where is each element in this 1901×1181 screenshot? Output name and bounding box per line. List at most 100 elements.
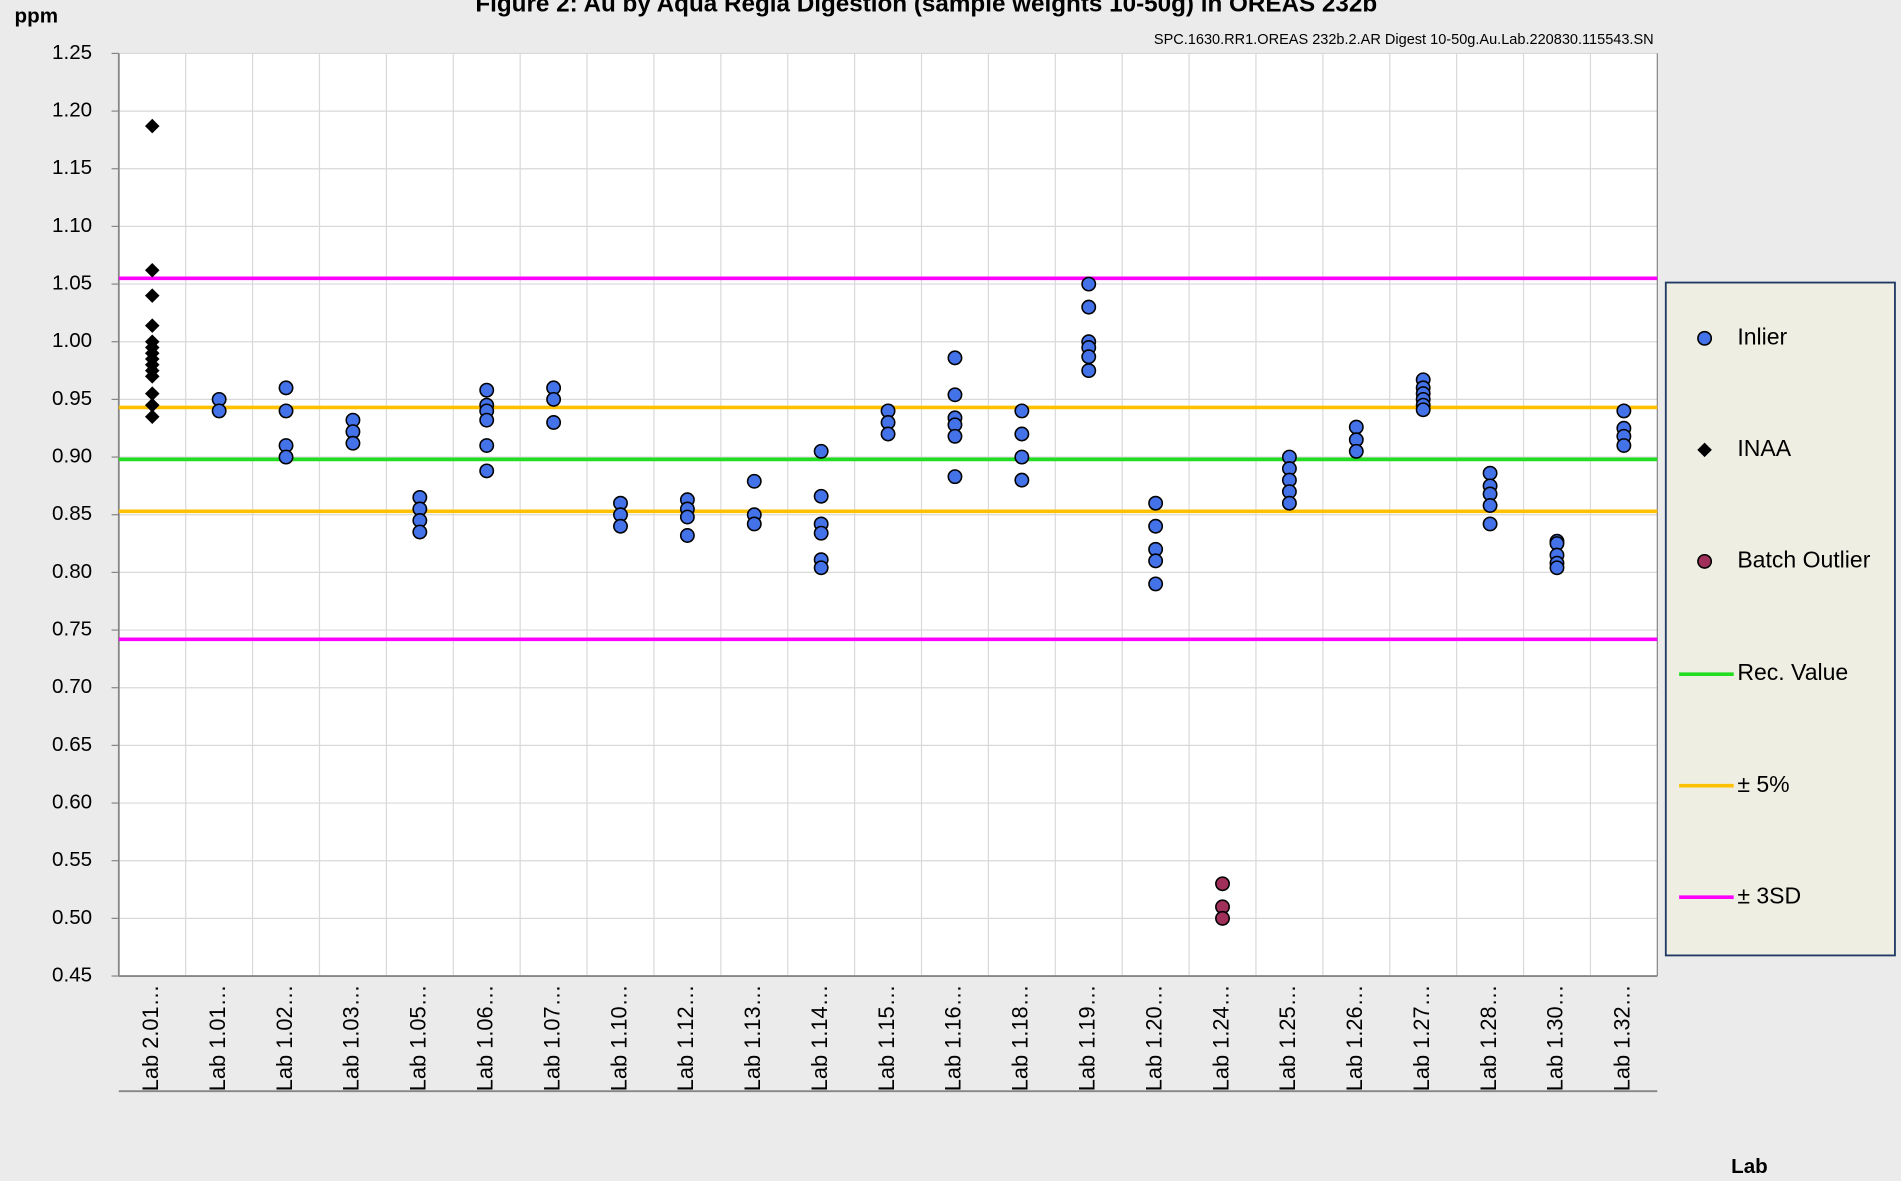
x-tick-label: Lab 1.10… [606,985,631,1092]
point [1482,465,1498,481]
legend-marker [1697,442,1712,458]
point [1482,498,1498,513]
point [947,387,963,403]
legend-label: Batch Outlier [1737,546,1870,572]
chart-subtitle: SPC.1630.RR1.OREAS 232b.2.AR Digest 10-5… [1154,32,1654,48]
y-tick-label: 0.75 [52,617,92,640]
point [813,560,829,576]
x-tick-label: Lab 1.12… [673,985,698,1092]
x-tick-label: Lab 1.06… [472,985,497,1092]
point [211,403,227,419]
x-tick-label: Lab 1.27… [1409,985,1434,1092]
legend-box [1664,281,1896,957]
point [813,488,829,504]
y-tick-label: 1.15 [52,156,92,179]
x-tick-label: Lab 1.02… [272,985,297,1092]
point [479,382,495,398]
point [947,469,963,485]
point [1348,419,1364,435]
legend-label: ± 5% [1737,771,1789,797]
x-tick-label: Lab 1.07… [539,985,564,1092]
point [813,525,829,541]
x-axis-label: Lab [1731,1155,1768,1178]
point [546,415,562,430]
point [1081,276,1097,292]
y-tick-label: 1.05 [52,272,92,295]
y-tick-label: 0.70 [52,675,92,698]
point [278,380,294,396]
y-axis-label: ppm [15,4,59,27]
x-tick-label: Lab 1.14… [807,985,832,1092]
point [746,473,762,489]
point [1081,363,1097,379]
x-tick-label: Lab 1.25… [1275,985,1300,1092]
x-tick-label: Lab 1.30… [1543,985,1568,1092]
y-tick-label: 0.55 [52,848,92,871]
point [1215,910,1230,926]
y-tick-label: 0.85 [52,502,92,525]
point [1215,876,1230,892]
point [1549,560,1565,576]
point [1014,472,1030,488]
point [345,435,361,451]
y-tick-label: 0.60 [52,790,92,813]
point [1148,553,1164,569]
legend-label: Rec. Value [1737,659,1848,685]
y-tick-label: 1.00 [52,329,92,352]
point [1014,426,1030,442]
x-tick-label: Lab 1.32… [1610,985,1635,1092]
x-tick-label: Lab 1.15… [874,985,899,1092]
point [1348,443,1364,459]
x-tick-label: Lab 1.13… [740,985,765,1092]
legend-marker [1697,330,1713,346]
point [1281,495,1297,511]
x-tick-label: Lab 1.19… [1075,985,1100,1092]
y-tick-label: 1.10 [52,214,92,237]
point [412,524,428,540]
x-tick-label: Lab 1.28… [1476,985,1501,1092]
point [1081,299,1097,315]
point [479,463,495,479]
point [1148,518,1164,534]
x-tick-label: Lab 1.26… [1342,985,1367,1092]
point [1148,495,1164,511]
x-tick-label: Lab 1.24… [1208,985,1233,1092]
y-tick-label: 0.50 [52,906,92,929]
x-tick-label: Lab 1.16… [941,985,966,1092]
point [679,528,695,543]
x-tick-label: Lab 1.01… [205,985,230,1092]
point [546,391,562,407]
point [278,449,294,465]
point [679,509,695,525]
y-tick-label: 0.45 [52,963,92,986]
point [479,438,495,453]
point [880,426,896,442]
y-tick-label: 0.65 [52,733,92,756]
point [1014,403,1030,419]
point [479,412,495,428]
point [278,403,294,419]
point [1081,349,1097,365]
point [947,428,963,444]
point [947,350,963,366]
point [1148,576,1164,592]
x-tick-label: Lab 2.01… [138,985,163,1092]
point [613,518,628,534]
legend-label: Inlier [1737,323,1787,349]
point [1482,516,1498,532]
x-tick-label: Lab 1.05… [406,985,431,1092]
legend-label: ± 3SD [1737,882,1801,908]
y-tick-label: 1.20 [52,99,92,122]
y-tick-label: 0.90 [52,445,92,468]
chart-title: Figure 2: Au by Aqua Regia Digestion (sa… [475,0,1377,17]
point [1616,438,1632,453]
point [1616,403,1632,419]
point [1014,449,1030,465]
point [1415,402,1431,418]
y-tick-label: 1.25 [52,41,92,64]
legend-label: INAA [1737,435,1791,461]
y-tick-label: 0.95 [52,387,92,410]
x-tick-label: Lab 1.20… [1141,985,1166,1092]
point [813,443,829,459]
